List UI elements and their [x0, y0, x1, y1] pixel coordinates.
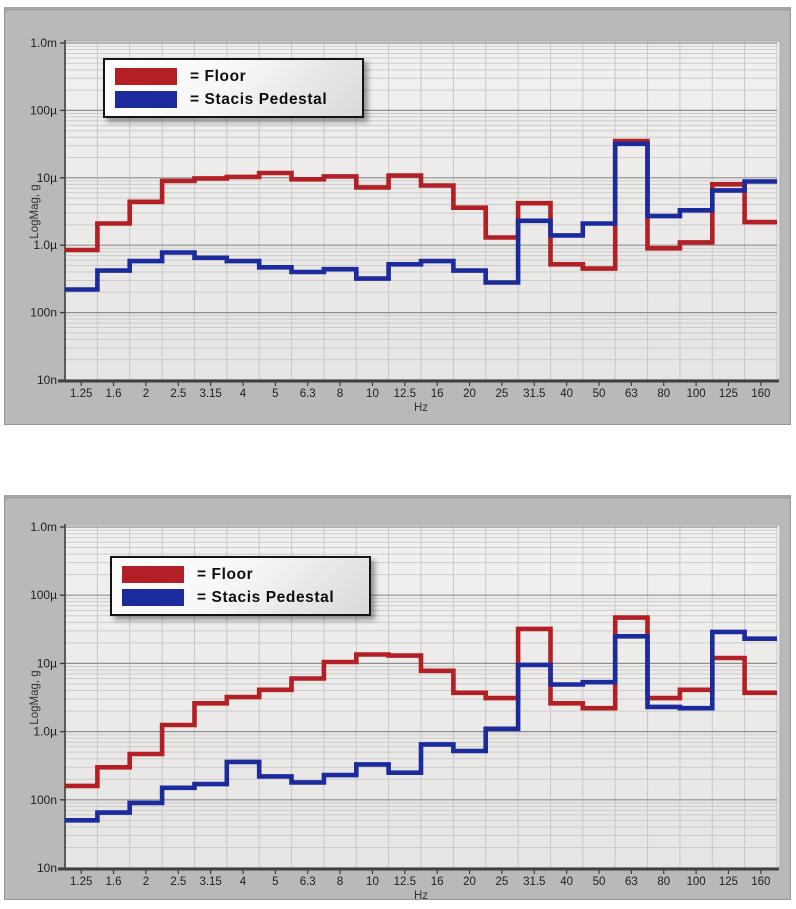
pedestal-swatch-icon	[115, 91, 177, 108]
legend-label-floor: = Floor	[197, 565, 254, 583]
legend-row-pedestal: = Stacis Pedestal	[115, 91, 352, 109]
legend-top: = Floor = Stacis Pedestal	[103, 58, 364, 118]
legend-row-floor: = Floor	[122, 566, 359, 584]
legend-label-floor: = Floor	[190, 67, 247, 85]
legend-row-pedestal: = Stacis Pedestal	[122, 589, 359, 607]
floor-swatch-icon	[115, 68, 177, 85]
pedestal-swatch-icon	[122, 589, 184, 606]
floor-swatch-icon	[122, 566, 184, 583]
legend-bottom: = Floor = Stacis Pedestal	[110, 556, 371, 616]
legend-label-pedestal: = Stacis Pedestal	[197, 588, 335, 606]
legend-label-pedestal: = Stacis Pedestal	[190, 90, 328, 108]
legend-row-floor: = Floor	[115, 68, 352, 86]
